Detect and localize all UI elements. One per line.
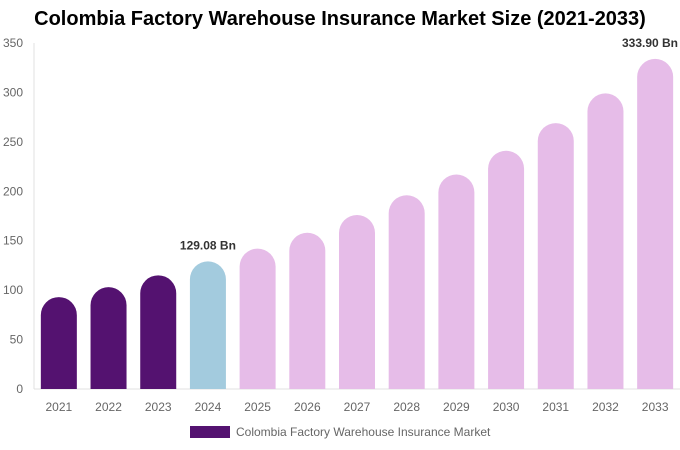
bar-2032 <box>587 93 624 389</box>
chart-title: Colombia Factory Warehouse Insurance Mar… <box>34 8 646 30</box>
bar-2031 <box>537 123 574 389</box>
legend-swatch <box>190 426 230 438</box>
x-tick-label: 2033 <box>642 400 669 414</box>
x-tick-label: 2021 <box>45 400 72 414</box>
x-tick-label: 2030 <box>493 400 520 414</box>
bar-2023 <box>140 275 177 389</box>
y-tick-label: 50 <box>10 333 24 347</box>
y-tick-label: 200 <box>3 184 23 198</box>
x-tick-label: 2022 <box>95 400 122 414</box>
bar-chart: 0 50 100 150 200 250 300 350 2021 2022 2023 2024 129… <box>3 36 680 414</box>
bar-2030 <box>488 150 525 389</box>
legend: Colombia Factory Warehouse Insurance Mar… <box>190 425 490 439</box>
bar-2029 <box>438 174 475 389</box>
x-tick-label: 2028 <box>393 400 420 414</box>
x-tick-label: 2026 <box>294 400 321 414</box>
bar-2022 <box>90 287 127 389</box>
bar-2026 <box>289 232 326 389</box>
bar-2028 <box>388 195 425 389</box>
y-tick-label: 300 <box>3 85 23 99</box>
y-tick-label: 150 <box>3 234 23 248</box>
x-tick-label: 2032 <box>592 400 619 414</box>
x-tick-label: 2024 <box>195 400 222 414</box>
data-label-2024: 129.08 Bn <box>180 238 236 252</box>
x-tick-label: 2031 <box>542 400 569 414</box>
x-tick-label: 2025 <box>244 400 271 414</box>
x-tick-label: 2029 <box>443 400 470 414</box>
bar-2033 <box>637 58 674 389</box>
x-tick-label: 2027 <box>344 400 371 414</box>
y-tick-label: 100 <box>3 283 23 297</box>
y-tick-label: 350 <box>3 36 23 50</box>
x-tick-label: 2023 <box>145 400 172 414</box>
y-tick-label: 250 <box>3 135 23 149</box>
bar-2027 <box>339 215 375 389</box>
legend-label: Colombia Factory Warehouse Insurance Mar… <box>236 425 491 439</box>
y-tick-label: 0 <box>16 382 23 396</box>
bar-2021 <box>40 297 77 389</box>
bar-2024 <box>189 261 226 389</box>
bar-2025 <box>239 248 276 389</box>
data-label-2033: 333.90 Bn <box>622 36 678 50</box>
